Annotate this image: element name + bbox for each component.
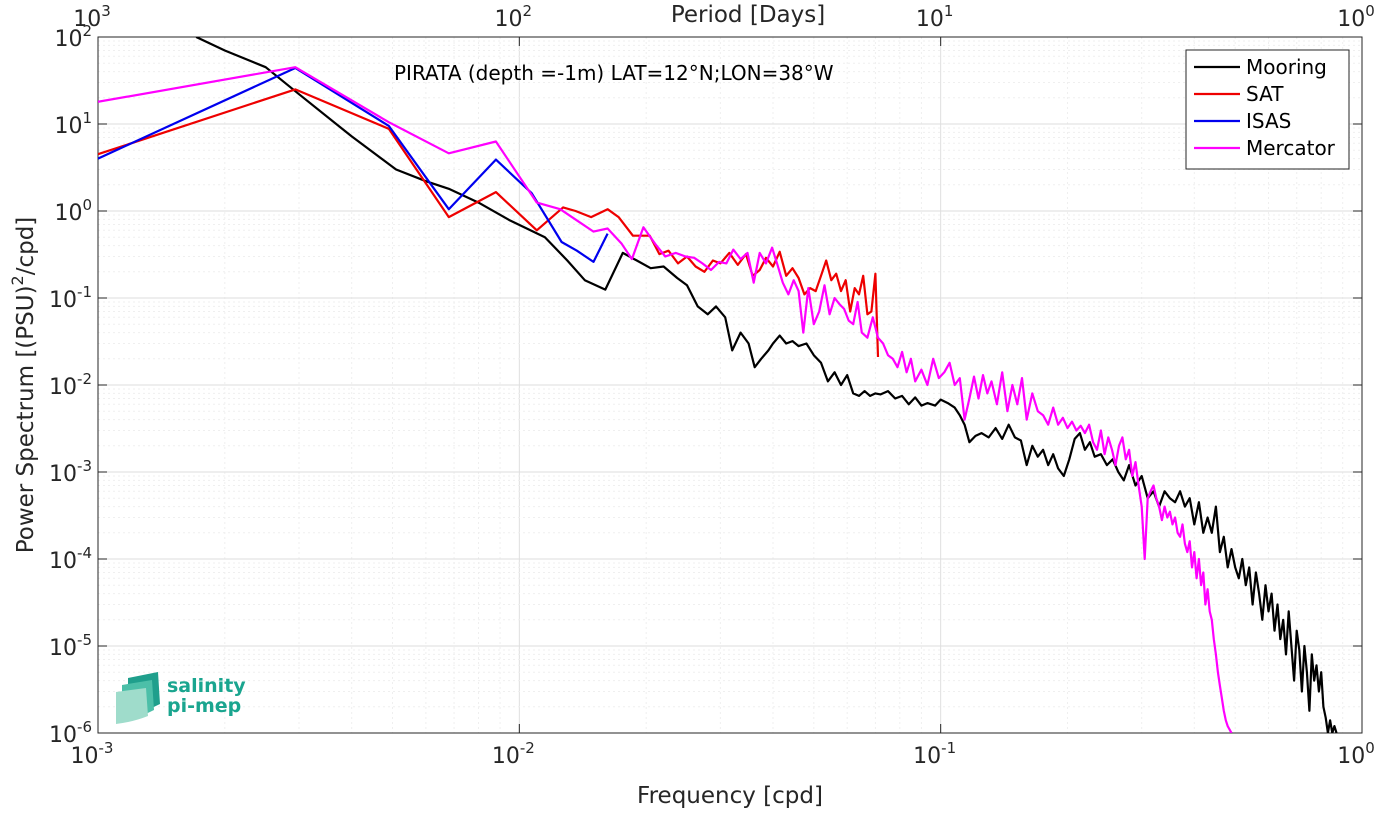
x-axis-label: Frequency [cpd]	[637, 783, 823, 809]
y-tick-label: 10-2	[49, 370, 92, 400]
y-tick-label: 10-6	[49, 718, 92, 748]
y-tick-label: 101	[54, 109, 92, 139]
grid	[97, 37, 1362, 734]
top-tick-label: 102	[495, 2, 533, 32]
x-tick-label: 10-3	[71, 739, 114, 769]
logo-line2: pi-mep	[167, 695, 241, 717]
legend-label-mercator: Mercator	[1246, 136, 1336, 160]
x-tick-label: 100	[1337, 739, 1375, 769]
salinity-pi-mep-logo: salinity pi-mep	[116, 672, 246, 724]
legend-box	[1185, 49, 1350, 170]
y-tick-label: 10-4	[49, 544, 92, 574]
series-line-mooring	[195, 37, 1338, 733]
top-tick-label: 103	[73, 2, 111, 32]
series-lines	[98, 37, 1338, 733]
logo-wave-front	[116, 688, 148, 724]
series-line-mercator	[98, 66, 1233, 733]
x-tick-label: 10-2	[492, 739, 535, 769]
legend-label-mooring: Mooring	[1246, 55, 1327, 79]
chart-title: PIRATA (depth =-1m) LAT=12°N;LON=38°W	[394, 61, 834, 85]
legend-label-sat: SAT	[1246, 82, 1284, 106]
top-tick-label: 101	[916, 2, 954, 32]
y-tick-label: 100	[54, 196, 92, 226]
top-axis-label: Period [Days]	[671, 2, 825, 28]
y-tick-label: 102	[54, 22, 92, 52]
legend: Mooring SAT ISAS Mercator	[1185, 49, 1350, 170]
series-line-isas	[98, 66, 609, 263]
legend-label-isas: ISAS	[1246, 109, 1291, 133]
x-tick-label: 10-1	[913, 739, 956, 769]
logo-line1: salinity	[167, 675, 246, 697]
y-tick-label: 10-3	[49, 457, 92, 487]
y-tick-label: 10-5	[49, 631, 92, 661]
top-tick-label: 100	[1337, 2, 1375, 32]
y-tick-label: 10-1	[49, 283, 92, 313]
y-axis-label: Power Spectrum [(PSU)2/cpd]	[8, 217, 39, 554]
